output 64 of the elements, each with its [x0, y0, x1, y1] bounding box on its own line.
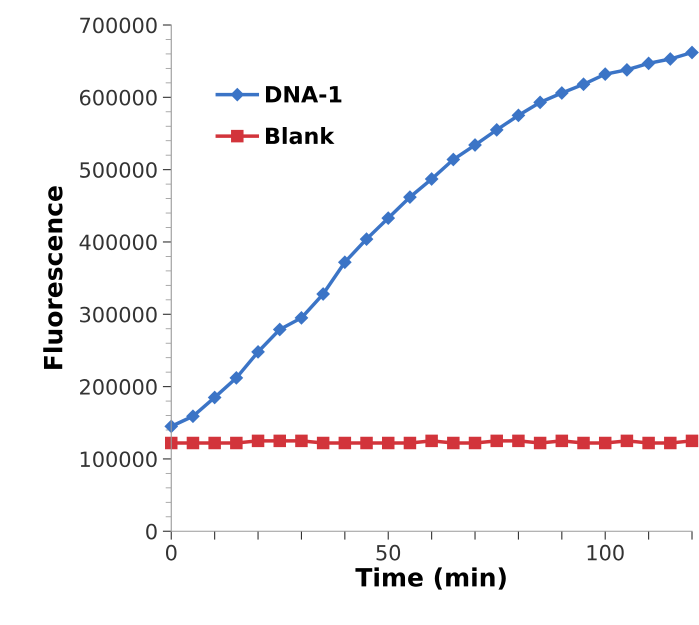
y-tick-label: 200000: [80, 379, 157, 395]
y-axis-title: Fluorescence: [43, 186, 63, 369]
point: [468, 138, 482, 152]
point: [642, 56, 656, 70]
point: [360, 436, 373, 450]
point: [273, 322, 286, 336]
point: [295, 434, 308, 448]
point: [446, 152, 460, 166]
point: [620, 434, 634, 448]
point: [186, 410, 200, 423]
x-axis-title: Time (min): [355, 567, 506, 590]
point: [685, 46, 699, 60]
point: [208, 390, 222, 404]
point: [425, 172, 438, 186]
point: [404, 436, 416, 450]
y-tick-label: 700000: [80, 17, 157, 34]
y-tick-label: 400000: [80, 234, 157, 250]
legend-label: Blank: [266, 127, 335, 144]
x-tick-label: 0: [166, 544, 176, 561]
y-tick-label: 100000: [80, 451, 157, 468]
point: [468, 436, 482, 450]
point: [686, 434, 698, 448]
point: [165, 436, 178, 450]
y-tick-label: 600000: [80, 90, 157, 106]
point: [555, 86, 568, 100]
point: [186, 436, 200, 450]
point: [556, 434, 568, 448]
point: [382, 212, 395, 225]
point: [316, 436, 330, 450]
point: [252, 434, 264, 448]
point: [512, 108, 526, 122]
x-tick-label: 50: [376, 544, 400, 561]
point: [316, 287, 330, 301]
point: [620, 63, 634, 76]
point: [447, 436, 460, 450]
point: [490, 123, 504, 136]
y-tick-label: 300000: [80, 306, 157, 322]
point: [490, 434, 503, 448]
point: [360, 232, 374, 246]
point: [338, 436, 352, 450]
point: [598, 68, 612, 81]
point: [576, 78, 590, 91]
point: [208, 436, 221, 450]
point: [230, 436, 243, 450]
point: [425, 434, 438, 448]
point: [273, 434, 286, 448]
y-tick-label: 500000: [80, 162, 157, 178]
point: [382, 436, 394, 450]
point: [664, 52, 677, 66]
point: [664, 436, 677, 450]
point: [251, 345, 265, 358]
point: [534, 436, 546, 450]
legend-label: DNA-1: [266, 86, 342, 102]
point: [512, 434, 525, 448]
point: [338, 256, 352, 269]
point: [294, 311, 308, 324]
point: [598, 436, 612, 450]
point: [403, 190, 417, 204]
point: [642, 436, 655, 450]
y-tick-label: 0: [146, 524, 157, 540]
x-tick-label: 100: [588, 544, 624, 561]
point: [230, 371, 243, 385]
point: [577, 436, 590, 450]
point: [534, 96, 547, 109]
